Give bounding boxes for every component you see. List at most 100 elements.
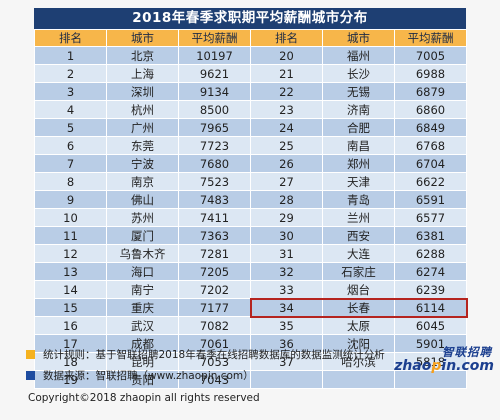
cell-city-left: 佛山 [106, 190, 179, 209]
cell-rank-left: 8 [34, 172, 107, 191]
table-row: 11 厦门 7363 30 西安 6381 [34, 226, 467, 245]
cell-city-left: 乌鲁木齐 [106, 244, 179, 263]
note-source-text: 数据来源：智联招聘（www.zhaopin.com） [43, 370, 254, 382]
cell-city-left: 北京 [106, 46, 179, 65]
logo-chinese-text: 智联招聘 [442, 345, 492, 359]
cell-salary-left: 7680 [178, 154, 251, 173]
cell-salary-left: 7411 [178, 208, 251, 227]
cell-salary-left: 7723 [178, 136, 251, 155]
cell-rank-right: 23 [250, 100, 323, 119]
cell-city-right: 郑州 [322, 154, 395, 173]
cell-city-right: 石家庄 [322, 262, 395, 281]
cell-rank-right: 20 [250, 46, 323, 65]
cell-salary-right: 6768 [394, 136, 467, 155]
cell-salary-left: 7082 [178, 316, 251, 335]
header-rank-right: 排名 [250, 29, 323, 47]
cell-city-right: 济南 [322, 100, 395, 119]
cell-salary-left: 7281 [178, 244, 251, 263]
cell-rank-left: 13 [34, 262, 107, 281]
header-rank-left: 排名 [34, 29, 107, 47]
cell-salary-right: 6288 [394, 244, 467, 263]
cell-city-right: 天津 [322, 172, 395, 191]
cell-salary-left: 9134 [178, 82, 251, 101]
cell-salary-left: 7053 [178, 352, 251, 371]
cell-rank-left: 10 [34, 208, 107, 227]
cell-rank-right: 22 [250, 82, 323, 101]
cell-rank-right: 34 [250, 298, 323, 317]
cell-city-right: 青岛 [322, 190, 395, 209]
cell-city-right: 太原 [322, 316, 395, 335]
cell-rank-right: 31 [250, 244, 323, 263]
cell-city-right: 福州 [322, 46, 395, 65]
cell-salary-left: 7523 [178, 172, 251, 191]
cell-rank-right: 30 [250, 226, 323, 245]
cell-rank-left: 16 [34, 316, 107, 335]
table-row: 19 贵阳 7043 [34, 370, 467, 389]
cell-rank-left: 12 [34, 244, 107, 263]
cell-salary-right: 6381 [394, 226, 467, 245]
cell-rank-left: 3 [34, 82, 107, 101]
table-header-row: 排名 城市 平均薪酬 排名 城市 平均薪酬 [34, 29, 467, 47]
cell-city-left: 南宁 [106, 280, 179, 299]
cell-rank-left: 4 [34, 100, 107, 119]
cell-city-right: 长沙 [322, 64, 395, 83]
table-body: 1 北京 10197 20 福州 7005 2 上海 9621 21 长沙 6988 3 深圳 9134 22… [34, 46, 467, 389]
table-row: 1 北京 10197 20 福州 7005 [34, 46, 467, 65]
cell-rank-right: 32 [250, 262, 323, 281]
cell-rank-right: 26 [250, 154, 323, 173]
cell-rank-right: 29 [250, 208, 323, 227]
cell-salary-right: 6860 [394, 100, 467, 119]
cell-rank-left: 1 [34, 46, 107, 65]
cell-city-left: 厦门 [106, 226, 179, 245]
cell-rank-right: 24 [250, 118, 323, 137]
cell-city-left: 南京 [106, 172, 179, 191]
salary-table: 排名 城市 平均薪酬 排名 城市 平均薪酬 1 北京 10197 20 福州 7005 2 上… [34, 29, 467, 389]
logo-en-suffix: in.com [441, 358, 494, 374]
cell-city-left: 深圳 [106, 82, 179, 101]
cell-city-left: 重庆 [106, 298, 179, 317]
table-row: 14 南宁 7202 33 烟台 6239 [34, 280, 467, 299]
cell-rank-right: 25 [250, 136, 323, 155]
cell-salary-right: 6591 [394, 190, 467, 209]
cell-rank-right: 33 [250, 280, 323, 299]
cell-city-left: 贵阳 [106, 370, 179, 389]
cell-salary-right: 5901 [394, 334, 467, 353]
cell-salary-right: 7005 [394, 46, 467, 65]
cell-city-left: 苏州 [106, 208, 179, 227]
table-row: 15 重庆 7177 34 长春 6114 [34, 298, 467, 317]
table-row: 17 成都 7061 36 沈阳 5901 [34, 334, 467, 353]
blue-square-icon [26, 371, 35, 380]
cell-city-left: 宁波 [106, 154, 179, 173]
cell-salary-left: 7205 [178, 262, 251, 281]
header-city-right: 城市 [322, 29, 395, 47]
table-row: 4 杭州 8500 23 济南 6860 [34, 100, 467, 119]
cell-city-right: 沈阳 [322, 334, 395, 353]
cell-rank-left: 11 [34, 226, 107, 245]
table-row: 3 深圳 9134 22 无锡 6879 [34, 82, 467, 101]
table-title: 2018年春季求职期平均薪酬城市分布 [34, 8, 466, 29]
cell-city-right: 哈尔滨 [322, 352, 395, 371]
cell-salary-left: 7965 [178, 118, 251, 137]
cell-city-left: 成都 [106, 334, 179, 353]
table-row: 6 东莞 7723 25 南昌 6768 [34, 136, 467, 155]
cell-city-right: 兰州 [322, 208, 395, 227]
cell-city-left: 上海 [106, 64, 179, 83]
cell-salary-right: 6577 [394, 208, 467, 227]
table-row: 16 武汉 7082 35 太原 6045 [34, 316, 467, 335]
header-salary-right: 平均薪酬 [394, 29, 467, 47]
copyright-text: Copyright©2018 zhaopin all rights reserv… [28, 392, 260, 404]
cell-salary-left: 7363 [178, 226, 251, 245]
cell-salary-right [394, 370, 467, 389]
cell-salary-right: 6849 [394, 118, 467, 137]
cell-salary-left: 8500 [178, 100, 251, 119]
logo-english-text: zhaopin.com [394, 358, 494, 374]
cell-rank-left: 2 [34, 64, 107, 83]
table-row: 10 苏州 7411 29 兰州 6577 [34, 208, 467, 227]
table-row: 8 南京 7523 27 天津 6622 [34, 172, 467, 191]
notes: 统计规则：基于智联招聘2018年春季在线招聘数据库的数据监测统计分析 数据来源：… [26, 344, 486, 386]
cell-city-left: 武汉 [106, 316, 179, 335]
logo-en-prefix: zhao [394, 358, 432, 374]
cell-city-left: 海口 [106, 262, 179, 281]
table-row: 5 广州 7965 24 合肥 6849 [34, 118, 467, 137]
cell-city-right: 西安 [322, 226, 395, 245]
